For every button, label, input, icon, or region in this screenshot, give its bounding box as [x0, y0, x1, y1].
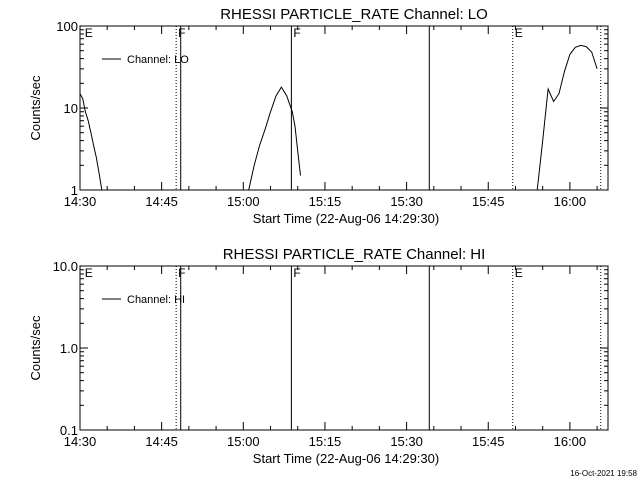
x-axis-label: Start Time (22-Aug-06 14:29:30): [253, 451, 439, 466]
panel-hi-channel: RHESSI PARTICLE_RATE Channel: HI Counts/s…: [28, 246, 609, 466]
y-tick-label: 1.0: [60, 341, 78, 356]
y-axis-label: Counts/sec: [28, 315, 43, 381]
y-tick-label: 100: [56, 19, 78, 34]
x-tick-label: 14:30: [64, 194, 97, 209]
y-tick-label: 0.1: [60, 423, 78, 438]
panel-lo-channel: RHESSI PARTICLE_RATE Channel: LO Counts/s…: [28, 6, 609, 226]
x-tick-label: 15:15: [309, 434, 342, 449]
series-line: [248, 86, 301, 191]
event-marker-label: F: [178, 26, 185, 40]
y-tick-label: 10: [64, 101, 78, 116]
x-tick-label: 15:30: [390, 194, 423, 209]
x-tick-label: 14:45: [145, 434, 178, 449]
event-marker-label: E: [85, 26, 93, 40]
event-marker-label: F: [178, 266, 185, 280]
plot-frame: [79, 265, 609, 431]
plot-frame: [79, 25, 609, 191]
x-tick-label: 15:45: [472, 194, 505, 209]
legend-label: Channel: HI: [127, 294, 185, 306]
x-tick-label: 15:30: [390, 434, 423, 449]
y-tick-label: 1: [71, 183, 78, 198]
legend-label: Channel: LO: [127, 54, 189, 66]
event-marker-label: E: [85, 266, 93, 280]
event-marker-label: E: [515, 26, 523, 40]
x-tick-label: 15:00: [227, 194, 260, 209]
chart-title: RHESSI PARTICLE_RATE Channel: HI: [223, 246, 486, 263]
x-tick-label: 14:30: [64, 434, 97, 449]
series-line: [79, 93, 103, 191]
timestamp-label: 16-Oct-2021 19:58: [570, 469, 637, 478]
y-axis-label: Counts/sec: [28, 75, 43, 141]
x-tick-label: 16:00: [554, 194, 587, 209]
y-tick-label: 10.0: [53, 259, 78, 274]
series-line: [536, 44, 598, 191]
event-marker-label: F: [293, 26, 300, 40]
x-tick-label: 15:00: [227, 434, 260, 449]
event-marker-label: E: [515, 266, 523, 280]
x-tick-label: 15:45: [472, 434, 505, 449]
x-tick-label: 16:00: [554, 434, 587, 449]
event-marker-label: F: [293, 266, 300, 280]
chart-title: RHESSI PARTICLE_RATE Channel: LO: [220, 6, 488, 23]
x-tick-label: 14:45: [145, 194, 178, 209]
x-tick-label: 15:15: [309, 194, 342, 209]
x-axis-label: Start Time (22-Aug-06 14:29:30): [253, 211, 439, 226]
